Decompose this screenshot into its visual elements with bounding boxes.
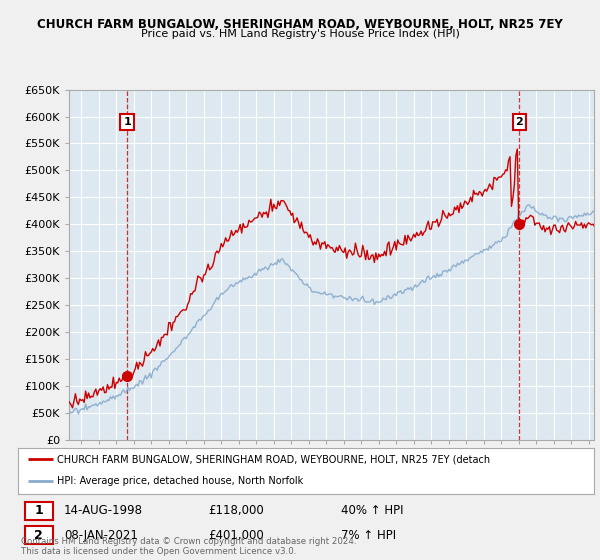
Text: Price paid vs. HM Land Registry's House Price Index (HPI): Price paid vs. HM Land Registry's House … bbox=[140, 29, 460, 39]
FancyBboxPatch shape bbox=[25, 526, 53, 544]
Text: Contains HM Land Registry data © Crown copyright and database right 2024.
This d: Contains HM Land Registry data © Crown c… bbox=[21, 536, 356, 556]
Text: 7% ↑ HPI: 7% ↑ HPI bbox=[341, 529, 395, 542]
Text: 1: 1 bbox=[123, 117, 131, 127]
Text: £118,000: £118,000 bbox=[208, 505, 264, 517]
FancyBboxPatch shape bbox=[25, 502, 53, 520]
Text: 08-JAN-2021: 08-JAN-2021 bbox=[64, 529, 138, 542]
Text: 2: 2 bbox=[515, 117, 523, 127]
Text: 14-AUG-1998: 14-AUG-1998 bbox=[64, 505, 143, 517]
Text: CHURCH FARM BUNGALOW, SHERINGHAM ROAD, WEYBOURNE, HOLT, NR25 7EY (detach: CHURCH FARM BUNGALOW, SHERINGHAM ROAD, W… bbox=[57, 455, 490, 464]
Text: CHURCH FARM BUNGALOW, SHERINGHAM ROAD, WEYBOURNE, HOLT, NR25 7EY: CHURCH FARM BUNGALOW, SHERINGHAM ROAD, W… bbox=[37, 18, 563, 31]
Text: 1: 1 bbox=[34, 505, 43, 517]
Text: 40% ↑ HPI: 40% ↑ HPI bbox=[341, 505, 403, 517]
Text: HPI: Average price, detached house, North Norfolk: HPI: Average price, detached house, Nort… bbox=[57, 476, 304, 486]
Text: 2: 2 bbox=[34, 529, 43, 542]
Text: £401,000: £401,000 bbox=[208, 529, 264, 542]
